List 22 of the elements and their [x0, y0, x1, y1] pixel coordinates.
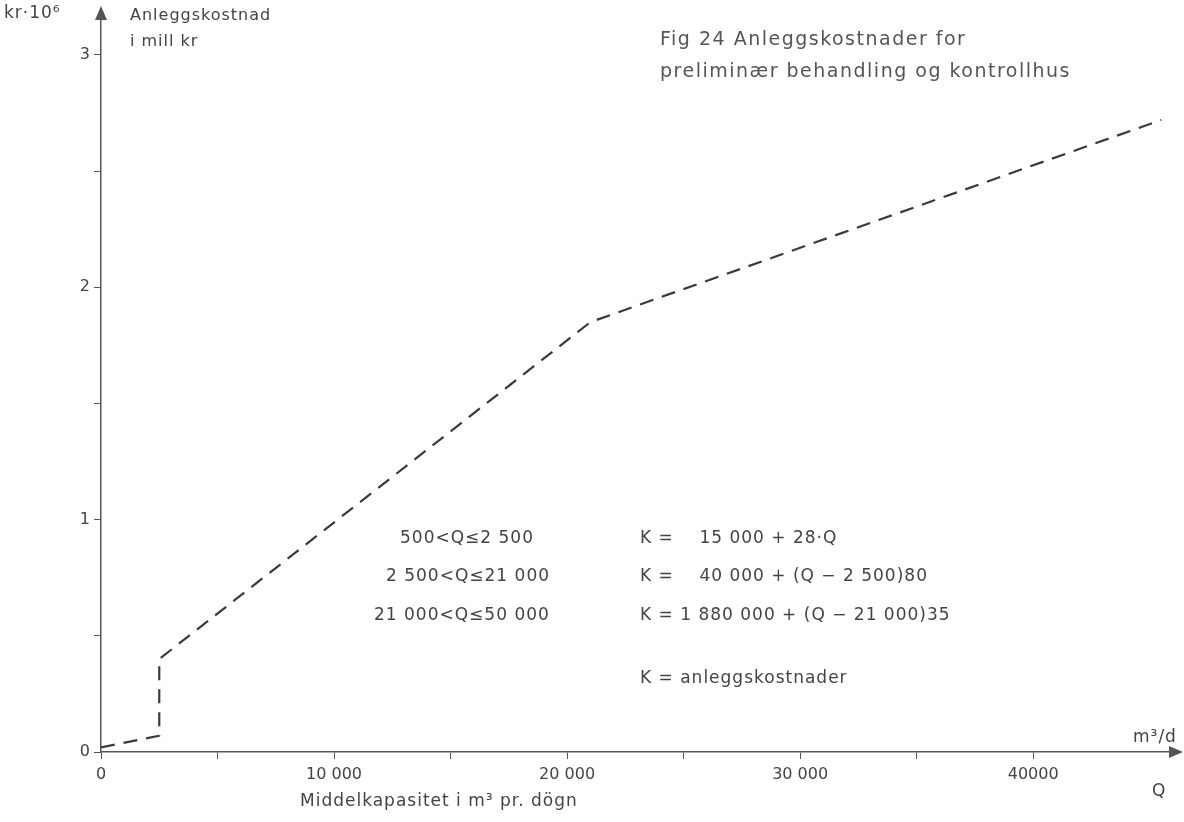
- annotation: K = 15 000 + 28·Q: [640, 527, 838, 547]
- annotation: Anleggskostnad i mill kr: [130, 4, 272, 52]
- y-tick-label: 2: [79, 276, 90, 296]
- y-tick-label: 3: [79, 44, 90, 64]
- text: Fig 24 Anleggskostnader for preliminær behandling og kontrollhus: [660, 26, 1072, 83]
- x-tick-label: 20 000: [539, 763, 596, 783]
- y-tick-label: 1: [79, 508, 90, 528]
- annotation: K = anleggskostnader: [640, 667, 848, 687]
- annotation: K = 40 000 + (Q − 2 500)80: [640, 565, 928, 585]
- x-tick-label: 30 000: [772, 763, 829, 783]
- annotation: 2 500<Q≤21 000: [386, 565, 551, 585]
- annotation: K = 1 880 000 + (Q − 21 000)35: [640, 604, 951, 624]
- x-tick-label: 40000: [1007, 763, 1059, 783]
- x-axis-title: Middelkapasitet i m³ pr. dögn: [300, 790, 578, 810]
- y-tick-label: 0: [79, 741, 90, 761]
- annotation: 500<Q≤2 500: [400, 527, 534, 547]
- x-tick-label: 10 000: [306, 763, 363, 783]
- y-axis-title: kr·10⁶: [4, 2, 61, 22]
- x-tick-label: 0: [95, 763, 107, 783]
- annotation: 21 000<Q≤50 000: [374, 604, 550, 624]
- annotation: m³/d: [1133, 726, 1177, 746]
- text: Q: [1152, 780, 1167, 800]
